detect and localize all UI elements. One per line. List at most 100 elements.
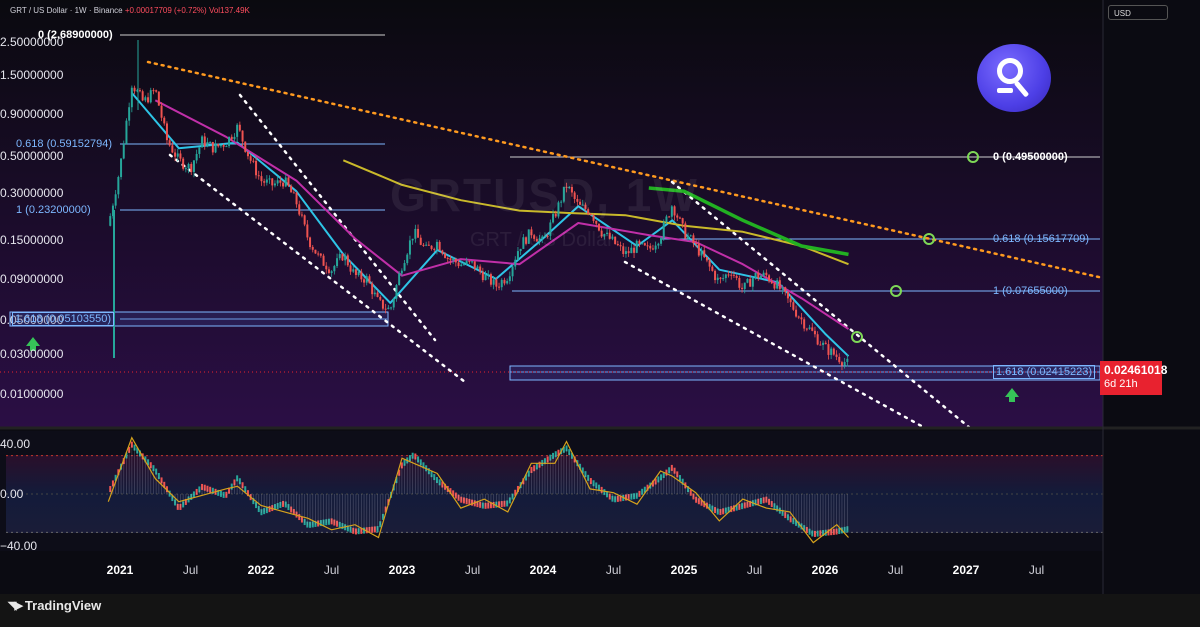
oscillator-candle xyxy=(608,493,611,500)
channel-trendline-lower[interactable] xyxy=(623,260,927,430)
moving-average-ema_mid[interactable] xyxy=(154,99,850,330)
oscillator-candle xyxy=(465,498,468,505)
candle-body xyxy=(157,91,160,106)
oscillator-candle xyxy=(241,482,244,489)
target-circle-icon[interactable] xyxy=(923,233,935,245)
oscillator-candle xyxy=(384,506,387,513)
oscillator-signal-line[interactable] xyxy=(107,436,849,544)
oscillator-candle xyxy=(349,526,352,533)
oscillator-candle xyxy=(422,462,425,469)
oscillator-axis-tick-label: 40.00 xyxy=(0,437,31,451)
oscillator-candle xyxy=(795,519,798,526)
candle-body xyxy=(125,120,128,144)
candle-body xyxy=(462,264,465,266)
fib-level-label: 1.618 (0.05103550) xyxy=(12,312,115,326)
time-axis-tick-label: 2026 xyxy=(811,563,839,577)
candle-body xyxy=(784,287,787,292)
target-circle-icon[interactable] xyxy=(890,285,902,297)
candle-body xyxy=(406,254,409,264)
candle-body xyxy=(795,309,798,317)
candle-body xyxy=(357,271,360,275)
oscillator-candle xyxy=(152,465,155,472)
oscillator-candle xyxy=(255,502,258,509)
candle-body xyxy=(500,279,503,288)
channel-trendline-lower[interactable] xyxy=(168,153,467,384)
oscillator-candle xyxy=(449,488,452,495)
oscillator-candle xyxy=(627,494,630,501)
oscillator-candle xyxy=(643,486,646,493)
candle-body xyxy=(160,105,163,118)
candle-body xyxy=(840,362,843,366)
candle-body xyxy=(395,285,398,299)
candle-body xyxy=(489,274,492,285)
candle-body xyxy=(257,175,260,177)
candle-body xyxy=(732,274,735,276)
oscillator-candle xyxy=(630,493,633,500)
candle-body xyxy=(287,177,290,186)
oscillator-candle xyxy=(619,495,622,502)
oscillator-candle xyxy=(462,497,465,504)
time-axis-tick-label: Jul xyxy=(887,563,904,577)
candle-body xyxy=(373,292,376,295)
target-circle-icon[interactable] xyxy=(851,331,863,343)
oscillator-candle xyxy=(660,474,663,481)
candle-body xyxy=(400,270,403,274)
moving-average-ema_long[interactable] xyxy=(648,186,849,257)
candle-body xyxy=(435,241,438,250)
oscillator-candle xyxy=(160,477,163,484)
fib-level-label: 0.618 (0.59152794) xyxy=(16,138,113,150)
candle-body xyxy=(249,156,252,161)
candle-body xyxy=(770,281,773,284)
fib-level-label: 0 (0.49500000) xyxy=(993,151,1068,163)
moving-average-ema_fast[interactable] xyxy=(131,92,850,357)
oscillator-candle xyxy=(557,449,560,456)
candle-body xyxy=(182,158,185,169)
oscillator-candle xyxy=(789,516,792,523)
candle-body xyxy=(190,163,193,172)
time-axis-tick-label: 2027 xyxy=(952,563,980,577)
candle-body xyxy=(292,192,295,194)
oscillator-candle xyxy=(219,490,222,497)
oscillator-candle xyxy=(803,525,806,532)
moving-average-ema_slow[interactable] xyxy=(342,159,849,266)
candle-body xyxy=(619,245,622,247)
candle-body xyxy=(622,246,625,254)
candle-body xyxy=(408,240,411,255)
candle-body xyxy=(152,90,155,92)
oscillator-candle xyxy=(282,500,285,507)
candle-body xyxy=(705,257,708,261)
resistance-trendline[interactable] xyxy=(146,60,1105,280)
candle-body xyxy=(549,222,552,236)
current-price-tag: 0.02461018 6d 21h xyxy=(1100,361,1167,395)
tradingview-logo-icon: ◥▶ xyxy=(8,600,23,612)
oscillator-candle xyxy=(654,478,657,485)
oscillator-candle xyxy=(754,499,757,506)
oscillator-candle xyxy=(309,521,312,528)
oscillator-candle xyxy=(762,497,765,504)
price-axis-tick-label: 0.03000000 xyxy=(0,347,64,361)
candle-body xyxy=(503,279,506,284)
candle-body xyxy=(244,141,247,152)
candle-body xyxy=(349,265,352,272)
candle-body xyxy=(816,334,819,345)
oscillator-candle xyxy=(784,512,787,519)
oscillator-candle xyxy=(773,503,776,510)
tradingview-logo[interactable]: ◥▶ TradingView xyxy=(8,598,101,613)
candle-body xyxy=(543,235,546,237)
fib-extension-box[interactable] xyxy=(9,311,389,327)
oscillator-candle xyxy=(487,502,490,509)
oscillator-candle xyxy=(354,528,357,535)
candle-body xyxy=(120,158,123,178)
candle-body xyxy=(368,276,371,284)
candle-body xyxy=(778,280,781,289)
candle-body xyxy=(533,235,536,239)
target-circle-icon[interactable] xyxy=(967,151,979,163)
oscillator-candle xyxy=(830,529,833,536)
candle-body xyxy=(371,283,374,295)
channel-trendline-upper[interactable] xyxy=(670,180,972,430)
currency-button[interactable]: USD xyxy=(1108,5,1168,20)
oscillator-axis-tick-label: 0.00 xyxy=(0,487,24,501)
candle-body xyxy=(387,307,390,310)
oscillator-candle xyxy=(438,479,441,486)
oscillator-candle xyxy=(533,465,536,472)
